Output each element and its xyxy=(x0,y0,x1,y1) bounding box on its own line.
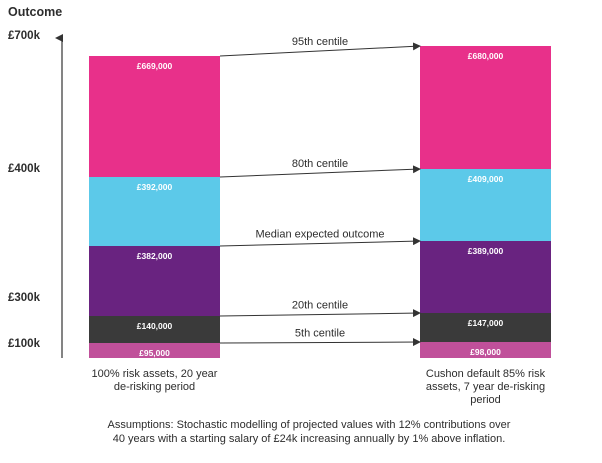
connector-arrow-20th-centile xyxy=(219,309,421,318)
footnote-text: Assumptions: Stochastic modelling of pro… xyxy=(108,419,511,445)
y-tick-label: £400k xyxy=(8,163,41,175)
bar-value-label: £669,000 xyxy=(137,61,173,71)
bar-segment-80th-centile xyxy=(89,177,220,246)
bar-value-label: £389,000 xyxy=(468,246,504,256)
connector-arrow-5th-centile xyxy=(219,338,421,347)
connector-label: 95th centile xyxy=(292,36,348,48)
connector-arrow-95th-centile xyxy=(219,42,421,57)
bar-value-label: £382,000 xyxy=(137,251,173,261)
bar-segment-20th-centile xyxy=(420,313,551,342)
bar-segment-median-expected-outcome xyxy=(89,246,220,316)
bar-value-label: £680,000 xyxy=(468,51,504,61)
bar-segment-5th-centile xyxy=(420,342,551,358)
stacked-bars: £95,000 £98,000 £140,000 £147,000 £382,000 £3… xyxy=(89,46,551,358)
bar-value-label: £98,000 xyxy=(470,347,501,357)
y-tick-labels: £700k £400k £300k £100k xyxy=(8,30,41,350)
bar-value-label: £95,000 xyxy=(139,348,170,358)
category-label: Cushon default 85% risk assets, 7 year de… xyxy=(426,368,546,406)
y-tick-label: £100k xyxy=(8,338,41,350)
assumptions-footnote: Assumptions: Stochastic modelling of pro… xyxy=(108,419,511,445)
bar-segment-5th-centile xyxy=(89,343,220,358)
bar-value-label: £140,000 xyxy=(137,321,173,331)
connector-label: Median expected outcome xyxy=(255,229,384,241)
bar-segment-80th-centile xyxy=(420,169,551,241)
category-labels: 100% risk assets, 20 year de-risking peri… xyxy=(92,368,546,406)
bar-value-label: £409,000 xyxy=(468,174,504,184)
connector-label: 20th centile xyxy=(292,300,348,312)
bar-value-label: £147,000 xyxy=(468,318,504,328)
y-axis-title: Outcome xyxy=(8,5,62,19)
bar-value-label: £392,000 xyxy=(137,182,173,192)
connector-label: 80th centile xyxy=(292,158,348,170)
bar-segment-median-expected-outcome xyxy=(420,241,551,313)
connector-label: 5th centile xyxy=(295,328,345,340)
connector-arrow-median-expected-outcome xyxy=(219,237,421,247)
centile-connectors: 5th centile 20th centile Median expected o… xyxy=(219,36,421,347)
bar-segment-20th-centile xyxy=(89,316,220,343)
y-tick-label: £700k xyxy=(8,30,41,42)
connector-arrow-80th-centile xyxy=(219,165,421,178)
bar-segment-95th-centile xyxy=(89,56,220,177)
y-tick-label: £300k xyxy=(8,292,41,304)
bar-segment-95th-centile xyxy=(420,46,551,169)
category-label: 100% risk assets, 20 year de-risking peri… xyxy=(92,368,218,393)
